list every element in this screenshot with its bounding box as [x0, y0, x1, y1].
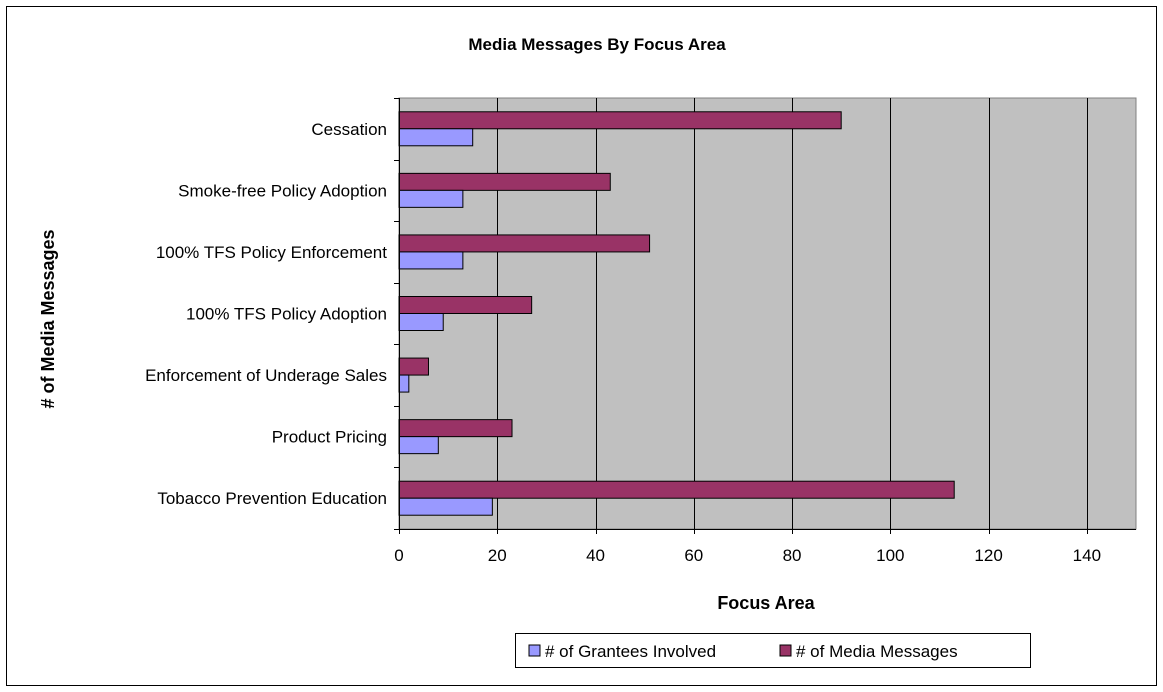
chart-title: Media Messages By Focus Area	[468, 35, 726, 54]
y-tick-label: Product Pricing	[272, 428, 387, 447]
legend-swatch	[528, 644, 541, 657]
bar-media-messages	[398, 111, 842, 130]
x-axis-title: Focus Area	[717, 593, 815, 613]
x-tick-label: 80	[783, 546, 802, 565]
x-tick-label: 0	[394, 546, 403, 565]
y-tick-label: Tobacco Prevention Education	[157, 489, 387, 508]
bar-media-messages	[398, 172, 611, 191]
legend: # of Grantees Involved # of Media Message…	[515, 633, 1031, 668]
bar-media-messages	[398, 296, 533, 314]
y-tick-label: 100% TFS Policy Enforcement	[156, 243, 387, 262]
x-tick-label: 100	[876, 546, 904, 565]
bar-grantees-involved	[398, 128, 474, 147]
y-tick-label: Enforcement of Underage Sales	[145, 366, 387, 385]
x-tick-label: 140	[1073, 546, 1101, 565]
x-tick-label: 60	[684, 546, 703, 565]
bar-grantees-involved	[398, 497, 493, 516]
bar-media-messages	[398, 419, 513, 438]
legend-box	[515, 633, 1031, 668]
y-tick-label: Smoke-free Policy Adoption	[178, 181, 387, 200]
x-tick-label: 20	[488, 546, 507, 565]
y-axis-title: # of Media Messages	[38, 229, 58, 408]
x-tick-label: 40	[586, 546, 605, 565]
bar-grantees-involved	[398, 251, 464, 270]
legend-swatch	[779, 644, 792, 657]
legend-label: # of Grantees Involved	[545, 642, 716, 661]
x-tick-label: 120	[974, 546, 1002, 565]
y-tick-label: 100% TFS Policy Adoption	[186, 305, 387, 324]
chart-frame: Media Messages By Focus Area Cessation Sm…	[6, 6, 1157, 686]
bar-grantees-involved	[398, 313, 444, 331]
legend-label: # of Media Messages	[796, 642, 958, 661]
bar-grantees-involved	[398, 374, 410, 393]
bar-media-messages	[398, 357, 429, 376]
bar-media-messages	[398, 480, 955, 499]
bar-grantees-involved	[398, 436, 439, 455]
chart-canvas: Media Messages By Focus Area Cessation Sm…	[38, 35, 1137, 668]
plot-area: Cessation Smoke-free Policy Adoption 100% …	[145, 97, 1137, 565]
bar-grantees-involved	[398, 189, 464, 208]
y-tick-label: Cessation	[311, 120, 387, 139]
bar-media-messages	[398, 234, 651, 253]
